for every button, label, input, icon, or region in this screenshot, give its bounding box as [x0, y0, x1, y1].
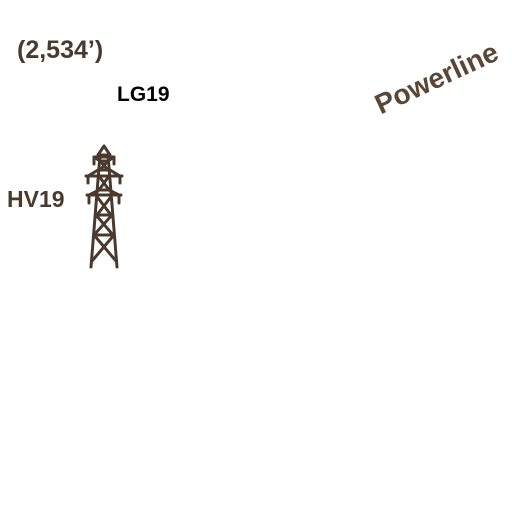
transmission-tower-icon [84, 144, 124, 269]
tower-code-label: HV19 [7, 186, 65, 212]
elevation-label: (2,534’) [17, 36, 104, 64]
trail-name-label: Powerline [370, 36, 503, 121]
lift-code-label: LG19 [117, 83, 170, 106]
